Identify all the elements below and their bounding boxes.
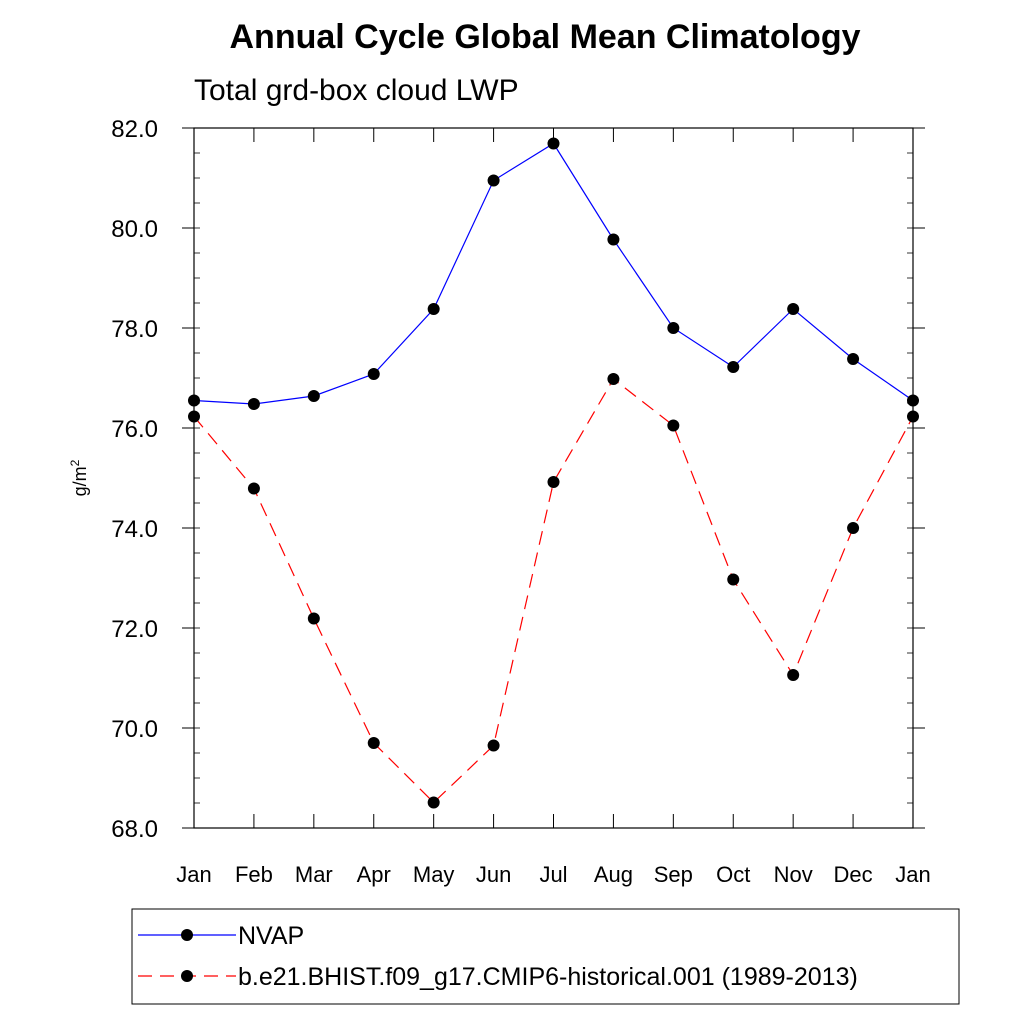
data-point-model xyxy=(787,669,800,681)
series-line-model xyxy=(193,378,914,804)
legend-label-nvap: NVAP xyxy=(238,922,304,950)
data-point-nvap xyxy=(367,368,380,380)
data-point-nvap xyxy=(787,303,800,315)
y-tick-label: 80.0 xyxy=(111,216,158,243)
data-point-nvap xyxy=(487,174,500,187)
y-tick-label: 74.0 xyxy=(111,516,158,543)
major-ticks xyxy=(182,127,925,829)
legend-marker-nvap xyxy=(181,929,193,941)
data-point-model xyxy=(607,373,620,385)
chart-title: Annual Cycle Global Mean Climatology xyxy=(230,18,861,56)
minor-ticks xyxy=(194,127,913,829)
chart-subtitle: Total grd-box cloud LWP xyxy=(194,74,519,107)
y-tick-label: 70.0 xyxy=(111,716,158,743)
data-point-model xyxy=(727,573,740,586)
x-tick-label: Jul xyxy=(539,862,567,887)
data-point-nvap xyxy=(247,398,260,410)
data-point-model xyxy=(188,410,200,423)
y-tick-labels: 68.0 70.0 72.0 74.0 76.0 78.0 80.0 82.0 xyxy=(111,116,158,843)
x-tick-label: Feb xyxy=(235,862,273,887)
y-axis-label-text: g/m xyxy=(70,466,90,496)
x-tick-label: Jan xyxy=(895,862,930,887)
x-tick-label: Dec xyxy=(834,862,873,887)
data-point-model xyxy=(487,739,500,752)
data-point-model xyxy=(547,476,560,488)
data-point-nvap xyxy=(727,361,740,373)
y-tick-label: 76.0 xyxy=(111,416,158,443)
legend-marker-model xyxy=(181,970,193,982)
data-point-model xyxy=(907,410,919,423)
data-point-model xyxy=(847,522,860,534)
y-tick-label: 68.0 xyxy=(111,816,158,843)
x-tick-label: May xyxy=(413,862,455,887)
x-tick-label: Jun xyxy=(476,862,511,887)
data-point-nvap xyxy=(307,390,320,402)
data-point-nvap xyxy=(607,233,620,246)
data-point-model xyxy=(427,796,440,809)
x-tick-label: Sep xyxy=(654,862,693,887)
data-point-nvap xyxy=(427,303,440,315)
legend-entry-model: b.e21.BHIST.f09_g17.CMIP6-historical.001… xyxy=(138,963,858,991)
x-tick-label: Jan xyxy=(176,862,211,887)
data-point-nvap xyxy=(547,137,560,150)
plot-area: Jan Feb Mar Apr May Jun Jul Aug Sep Oct Nov Dec Jan … xyxy=(111,116,930,887)
x-tick-label: Nov xyxy=(774,862,813,887)
data-point-model xyxy=(247,482,260,495)
legend-label-model: b.e21.BHIST.f09_g17.CMIP6-historical.001… xyxy=(238,963,858,991)
x-tick-labels: Jan Feb Mar Apr May Jun Jul Aug Sep Oct Nov Dec Jan xyxy=(176,862,930,887)
x-tick-label: Apr xyxy=(357,862,391,887)
x-tick-label: Oct xyxy=(716,862,750,887)
y-tick-label: 78.0 xyxy=(111,316,158,343)
x-tick-label: Mar xyxy=(295,862,333,887)
series-line-nvap xyxy=(193,142,914,405)
data-point-nvap xyxy=(847,353,860,365)
legend-entry-nvap: NVAP xyxy=(138,922,304,950)
data-point-nvap xyxy=(907,394,919,407)
y-axis-label: g/m2 xyxy=(68,459,90,496)
legend-box xyxy=(131,908,960,1005)
x-tick-label: Aug xyxy=(594,862,633,887)
y-tick-label: 72.0 xyxy=(111,616,158,643)
data-point-model xyxy=(307,612,320,625)
y-tick-label: 82.0 xyxy=(111,116,158,143)
data-point-nvap xyxy=(667,322,680,334)
data-point-model xyxy=(667,419,680,432)
data-point-nvap xyxy=(188,394,200,407)
legend: NVAP b.e21.BHIST.f09_g17.CMIP6-historica… xyxy=(131,908,960,1005)
data-point-model xyxy=(367,737,380,749)
y-axis-label-superscript: 2 xyxy=(68,459,82,466)
series-layer xyxy=(188,137,919,809)
